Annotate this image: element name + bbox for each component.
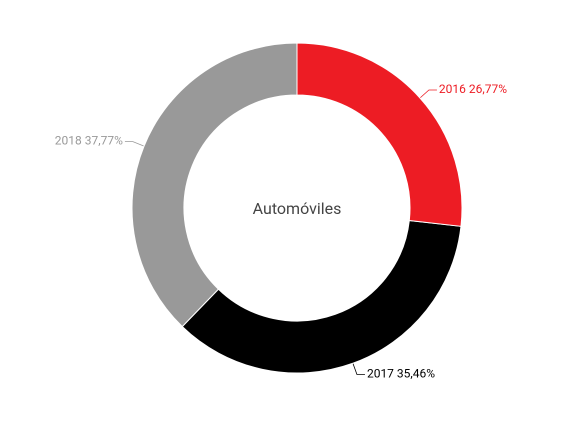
label-category: 2016 xyxy=(439,82,466,96)
donut-segment xyxy=(181,219,462,374)
label-value: 35,46% xyxy=(397,367,435,381)
leader-line xyxy=(124,141,145,147)
data-label: 2017 35,46% xyxy=(367,367,435,381)
label-category: 2017 xyxy=(367,367,394,381)
data-label: 2016 26,77% xyxy=(439,82,507,96)
label-value: 26,77% xyxy=(469,82,507,96)
leader-line xyxy=(419,89,437,99)
label-value: 37,77% xyxy=(85,134,123,148)
label-category: 2018 xyxy=(55,134,82,148)
chart-title: Automóviles xyxy=(253,199,342,218)
donut-segment xyxy=(131,42,298,328)
data-label: 2018 37,77% xyxy=(55,134,123,148)
leader-line xyxy=(352,363,365,375)
donut-segment xyxy=(296,42,463,227)
